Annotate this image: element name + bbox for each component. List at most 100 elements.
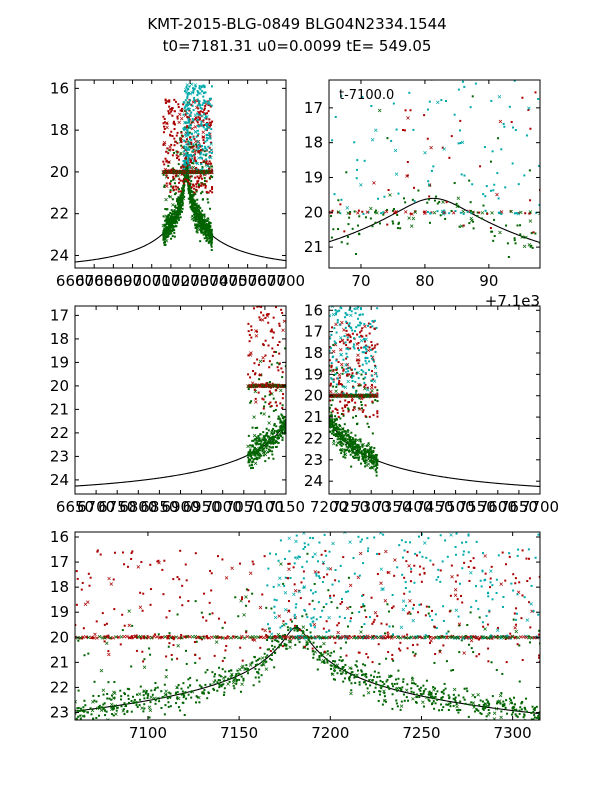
data-point bbox=[210, 162, 213, 165]
data-point bbox=[104, 714, 107, 717]
data-point bbox=[361, 407, 364, 410]
data-point bbox=[264, 460, 267, 463]
data-point bbox=[348, 436, 351, 439]
data-point bbox=[223, 691, 226, 694]
data-point bbox=[163, 683, 166, 686]
data-point bbox=[329, 359, 331, 362]
data-point bbox=[428, 690, 431, 693]
data-point bbox=[516, 715, 519, 718]
data-point bbox=[274, 408, 277, 411]
data-point bbox=[186, 154, 189, 157]
data-point bbox=[236, 678, 238, 681]
data-point bbox=[466, 690, 469, 693]
data-point bbox=[351, 450, 354, 453]
data-point bbox=[337, 667, 340, 670]
data-point bbox=[206, 102, 209, 105]
data-point bbox=[357, 347, 360, 350]
data-point bbox=[188, 189, 191, 192]
data-point bbox=[200, 611, 203, 614]
data-point bbox=[173, 235, 176, 238]
data-point bbox=[273, 424, 276, 427]
data-point bbox=[452, 693, 455, 696]
data-point bbox=[330, 601, 333, 604]
data-point bbox=[340, 307, 343, 310]
data-point bbox=[486, 212, 489, 215]
data-point bbox=[353, 141, 356, 144]
data-point bbox=[435, 195, 438, 198]
data-point bbox=[356, 443, 359, 446]
data-point bbox=[521, 700, 524, 703]
data-point bbox=[428, 183, 431, 186]
data-point bbox=[370, 354, 373, 357]
data-point bbox=[211, 120, 214, 123]
data-point bbox=[173, 219, 176, 222]
data-point bbox=[107, 576, 111, 581]
data-point bbox=[205, 226, 208, 229]
data-point bbox=[513, 212, 516, 215]
data-point bbox=[277, 417, 280, 420]
data-point bbox=[330, 377, 333, 380]
data-point bbox=[284, 633, 286, 636]
data-point bbox=[364, 216, 367, 219]
data-point bbox=[331, 424, 334, 427]
data-point bbox=[148, 647, 151, 650]
data-point bbox=[392, 659, 395, 662]
data-point bbox=[210, 228, 213, 231]
data-point bbox=[137, 692, 142, 696]
data-point bbox=[181, 187, 184, 190]
data-point bbox=[367, 425, 370, 428]
data-point bbox=[190, 141, 193, 144]
data-point bbox=[191, 104, 194, 107]
data-point bbox=[371, 462, 374, 465]
data-point bbox=[343, 404, 346, 407]
data-point bbox=[188, 131, 191, 134]
data-point bbox=[357, 232, 360, 235]
data-point bbox=[334, 389, 338, 393]
data-point bbox=[344, 456, 347, 459]
data-point bbox=[358, 551, 363, 556]
data-point bbox=[202, 692, 205, 695]
data-point bbox=[338, 441, 341, 444]
data-point bbox=[357, 224, 360, 227]
data-point bbox=[450, 669, 453, 672]
data-point bbox=[205, 162, 208, 165]
data-point bbox=[162, 593, 165, 596]
data-point bbox=[174, 100, 177, 103]
data-point bbox=[510, 702, 513, 705]
data-point bbox=[203, 86, 206, 89]
data-point bbox=[343, 423, 346, 426]
data-point bbox=[354, 681, 357, 684]
data-point bbox=[258, 446, 261, 449]
data-point bbox=[376, 458, 379, 461]
data-point bbox=[350, 431, 353, 434]
data-point bbox=[226, 635, 229, 638]
data-point bbox=[262, 360, 265, 363]
data-point bbox=[361, 453, 364, 456]
data-point bbox=[255, 439, 258, 442]
data-point bbox=[257, 391, 260, 394]
data-point bbox=[196, 139, 201, 144]
data-point bbox=[346, 336, 349, 339]
data-point bbox=[353, 635, 356, 638]
data-point bbox=[338, 433, 341, 436]
data-point bbox=[458, 708, 461, 711]
data-point bbox=[363, 337, 366, 340]
data-point bbox=[348, 677, 351, 680]
data-point bbox=[277, 646, 280, 649]
data-point bbox=[345, 374, 348, 377]
data-point bbox=[254, 438, 257, 441]
data-point bbox=[269, 657, 272, 660]
data-point bbox=[210, 245, 213, 248]
data-point bbox=[275, 425, 278, 428]
data-point bbox=[344, 663, 347, 666]
data-point bbox=[449, 702, 452, 705]
data-point bbox=[240, 665, 244, 670]
data-point bbox=[191, 121, 194, 124]
data-point bbox=[208, 121, 211, 124]
data-point bbox=[210, 170, 214, 175]
data-point bbox=[336, 411, 339, 414]
data-point bbox=[176, 576, 179, 579]
data-point bbox=[453, 182, 456, 185]
data-point bbox=[205, 148, 208, 151]
data-point bbox=[247, 322, 250, 325]
